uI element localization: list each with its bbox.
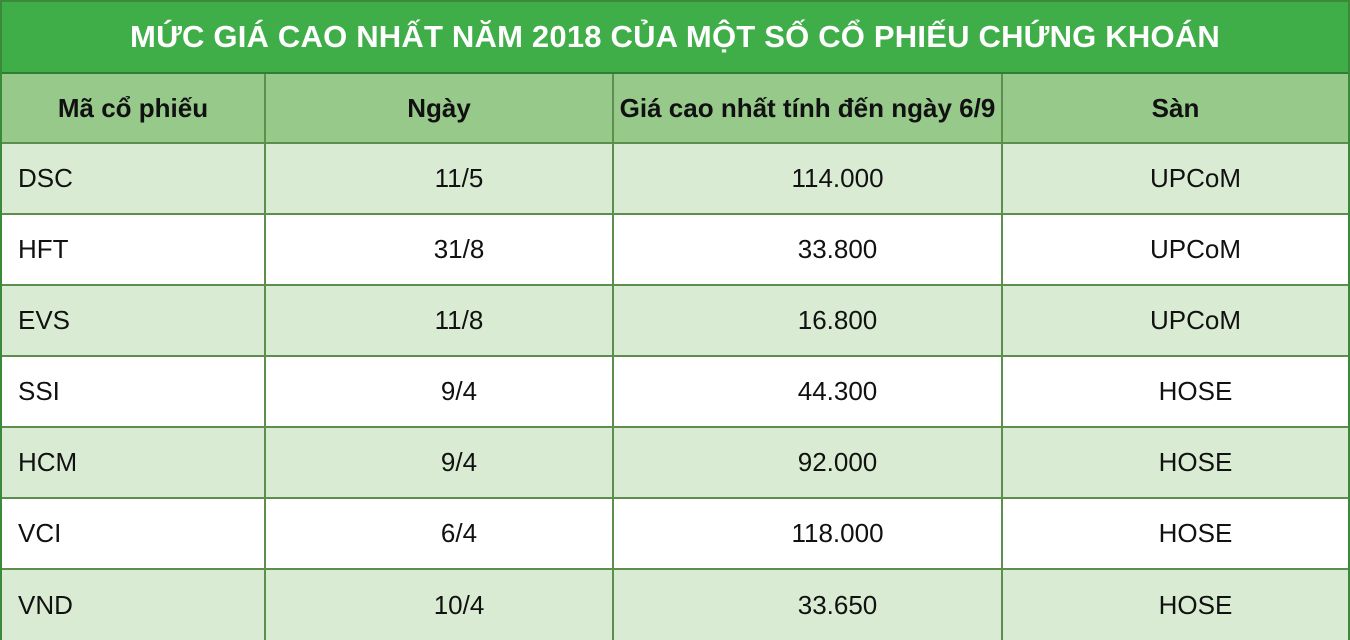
- cell-price-text: 114.000: [791, 163, 884, 193]
- cell-date: 9/4: [266, 357, 614, 428]
- table-row: EVS 11/8 16.800 UPCoM: [2, 286, 1348, 357]
- cell-exchange: HOSE: [1003, 499, 1348, 570]
- cell-code: EVS: [2, 286, 266, 357]
- header-code-label: Mã cổ phiếu: [57, 92, 209, 123]
- table-body: DSC 11/5 114.000 UPCoM HFT 31/8 33.800 UPCoM EVS…: [2, 144, 1348, 640]
- cell-date: 11/5: [266, 144, 614, 215]
- cell-code: HFT: [2, 215, 266, 286]
- cell-date-text: 9/4: [440, 447, 478, 477]
- cell-price: 118.000: [614, 499, 1003, 570]
- cell-price: 114.000: [614, 144, 1003, 215]
- table-row: HCM 9/4 92.000 HOSE: [2, 428, 1348, 499]
- cell-exchange-text: HOSE: [1158, 447, 1233, 477]
- header-cell-code: Mã cổ phiếu: [2, 74, 266, 144]
- cell-date: 11/8: [266, 286, 614, 357]
- cell-code: VCI: [2, 499, 266, 570]
- cell-date: 9/4: [266, 428, 614, 499]
- cell-price: 33.650: [614, 570, 1003, 640]
- header-cell-price: Giá cao nhất tính đến ngày 6/9: [614, 74, 1003, 144]
- cell-code: SSI: [2, 357, 266, 428]
- cell-code-text: HCM: [18, 447, 78, 477]
- cell-date: 10/4: [266, 570, 614, 640]
- cell-price: 44.300: [614, 357, 1003, 428]
- cell-exchange: HOSE: [1003, 428, 1348, 499]
- cell-code-text: DSC: [18, 163, 73, 193]
- cell-code: VND: [2, 570, 266, 640]
- header-exchange-label: Sàn: [1151, 92, 1200, 123]
- table-row: HFT 31/8 33.800 UPCoM: [2, 215, 1348, 286]
- cell-date: 6/4: [266, 499, 614, 570]
- cell-price-text: 33.800: [797, 234, 878, 264]
- table-row: DSC 11/5 114.000 UPCoM: [2, 144, 1348, 215]
- cell-code: HCM: [2, 428, 266, 499]
- cell-date-text: 11/5: [434, 163, 484, 193]
- cell-exchange-text: HOSE: [1158, 590, 1233, 620]
- cell-exchange: UPCoM: [1003, 144, 1348, 215]
- cell-date-text: 9/4: [440, 376, 478, 406]
- cell-date-text: 11/8: [434, 305, 484, 335]
- cell-exchange-text: UPCoM: [1149, 305, 1241, 335]
- cell-exchange-text: HOSE: [1158, 376, 1233, 406]
- table-row: SSI 9/4 44.300 HOSE: [2, 357, 1348, 428]
- cell-price: 16.800: [614, 286, 1003, 357]
- cell-price-text: 118.000: [791, 518, 884, 548]
- cell-price: 92.000: [614, 428, 1003, 499]
- cell-date: 31/8: [266, 215, 614, 286]
- cell-exchange-text: HOSE: [1158, 518, 1233, 548]
- header-cell-exchange: Sàn: [1003, 74, 1348, 144]
- cell-exchange-text: UPCoM: [1149, 234, 1241, 264]
- cell-exchange-text: UPCoM: [1149, 163, 1241, 193]
- table-header-row: Mã cổ phiếu Ngày Giá cao nhất tính đến n…: [2, 74, 1348, 144]
- cell-price-text: 44.300: [797, 376, 878, 406]
- cell-exchange: UPCoM: [1003, 215, 1348, 286]
- cell-code-text: EVS: [18, 305, 71, 335]
- table-title: MỨC GIÁ CAO NHẤT NĂM 2018 CỦA MỘT SỐ CỔ …: [2, 2, 1348, 74]
- cell-code-text: HFT: [18, 234, 69, 264]
- cell-date-text: 10/4: [433, 590, 485, 620]
- cell-date-text: 31/8: [433, 234, 485, 264]
- cell-code-text: SSI: [18, 376, 60, 406]
- cell-price-text: 33.650: [797, 590, 878, 620]
- header-date-label: Ngày: [407, 92, 471, 123]
- cell-code: DSC: [2, 144, 266, 215]
- cell-code-text: VND: [18, 590, 73, 620]
- cell-price-text: 16.800: [797, 305, 878, 335]
- table-row: VCI 6/4 118.000 HOSE: [2, 499, 1348, 570]
- cell-date-text: 6/4: [440, 518, 478, 548]
- cell-price-text: 92.000: [797, 447, 878, 477]
- cell-exchange: HOSE: [1003, 357, 1348, 428]
- cell-code-text: VCI: [18, 518, 62, 548]
- header-price-label: Giá cao nhất tính đến ngày 6/9: [619, 92, 996, 123]
- header-cell-date: Ngày: [266, 74, 614, 144]
- cell-exchange: UPCoM: [1003, 286, 1348, 357]
- table-title-text: MỨC GIÁ CAO NHẤT NĂM 2018 CỦA MỘT SỐ CỔ …: [130, 19, 1220, 54]
- table-row: VND 10/4 33.650 HOSE: [2, 570, 1348, 640]
- cell-exchange: HOSE: [1003, 570, 1348, 640]
- cell-price: 33.800: [614, 215, 1003, 286]
